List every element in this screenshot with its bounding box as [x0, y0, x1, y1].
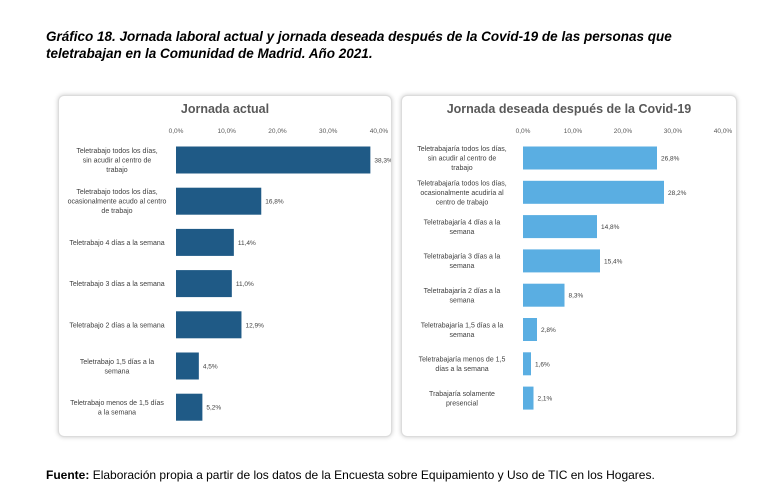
x-tick-label: 10,0%: [218, 128, 237, 135]
category-label: Trabajaría solamente presencial: [429, 391, 495, 408]
category-label: Teletrabajo 1,5 días a la semana: [80, 359, 154, 376]
source-label: Fuente:: [46, 468, 90, 482]
category-label: Teletrabajaría 2 días a la semana: [424, 288, 501, 305]
data-label: 28,2%: [668, 190, 687, 197]
category-label: Teletrabajo menos de 1,5 días a la semana: [70, 400, 164, 417]
category-label: Teletrabajaría 4 días a la semana: [424, 219, 501, 236]
x-tick-label: 20,0%: [268, 128, 287, 135]
panel-title-jornada-deseada: Jornada deseada después de la Covid-19: [446, 102, 692, 116]
data-label: 1,6%: [535, 361, 550, 368]
data-label: 8,3%: [569, 293, 584, 300]
chart-jornada-deseada: 0,0% 10,0% 20,0% 30,0% 40,0% 26,8% Teletrabaja…: [417, 128, 733, 410]
bar: [176, 146, 371, 174]
x-tick-label: 0,0%: [516, 128, 531, 135]
bar: [523, 283, 565, 307]
data-label: 26,8%: [661, 156, 680, 163]
bar: [523, 180, 664, 204]
category-label: Teletrabajo 2 días a la semana: [69, 322, 164, 329]
x-tick-label: 10,0%: [564, 128, 583, 135]
chart-jornada-actual: 0,0% 10,0% 20,0% 30,0% 40,0% 38,3% Teletrabajo…: [68, 128, 391, 421]
bar: [176, 228, 234, 256]
data-label: 5,2%: [206, 405, 221, 412]
data-label: 38,3%: [374, 158, 391, 165]
data-label: 2,1%: [538, 396, 553, 403]
category-label: Teletrabajo todos los días, sin acudir al…: [76, 148, 157, 174]
chart-panel-jornada-actual: Jornada actual 0,0% 10,0% 20,0% 30,0% 40,0% 3…: [58, 95, 392, 437]
chart-panel-jornada-deseada: Jornada deseada después de la Covid-19 0…: [401, 95, 737, 437]
data-label: 4,5%: [203, 364, 218, 371]
bar: [176, 187, 262, 215]
bar: [176, 393, 203, 421]
x-tick-label: 30,0%: [319, 128, 338, 135]
category-label: Teletrabajo 3 días a la semana: [69, 281, 164, 288]
category-label: Teletrabajaría 1,5 días a la semana: [421, 322, 504, 339]
data-label: 15,4%: [604, 258, 623, 265]
x-tick-label: 0,0%: [169, 128, 184, 135]
data-label: 11,0%: [236, 281, 254, 288]
category-label: Teletrabajo 4 días a la semana: [69, 240, 164, 247]
x-tick-label: 40,0%: [370, 128, 389, 135]
category-label: Teletrabajaría menos de 1,5 días a la sem…: [419, 357, 506, 374]
source-note: Fuente: Elaboración propia a partir de l…: [46, 468, 655, 482]
bar: [176, 352, 199, 380]
chart-title: Gráfico 18. Jornada laboral actual y jor…: [46, 29, 672, 61]
data-label: 2,8%: [541, 327, 556, 334]
data-label: 12,9%: [245, 322, 264, 329]
bar: [523, 386, 534, 410]
category-label: Teletrabajaría 3 días a la semana: [424, 254, 501, 271]
bar: [176, 270, 232, 298]
source-text: Elaboración propia a partir de los datos…: [92, 468, 655, 482]
data-label: 14,8%: [601, 224, 620, 231]
category-label: Teletrabajo todos los días, ocasionalment…: [68, 189, 167, 215]
bar: [523, 215, 597, 239]
x-tick-label: 20,0%: [614, 128, 633, 135]
data-label: 16,8%: [265, 199, 284, 206]
bar: [523, 146, 657, 170]
category-label: Teletrabajaría todos los días, sin acudir…: [417, 146, 507, 172]
bar: [176, 311, 242, 339]
x-tick-label: 30,0%: [664, 128, 683, 135]
bar: [523, 249, 600, 273]
bar: [523, 352, 531, 376]
data-label: 11,4%: [238, 240, 256, 247]
bar: [523, 318, 537, 341]
category-label: Teletrabajaría todos los días, ocasionalm…: [417, 180, 507, 206]
panel-title-jornada-actual: Jornada actual: [180, 102, 270, 116]
x-tick-label: 40,0%: [714, 128, 733, 135]
